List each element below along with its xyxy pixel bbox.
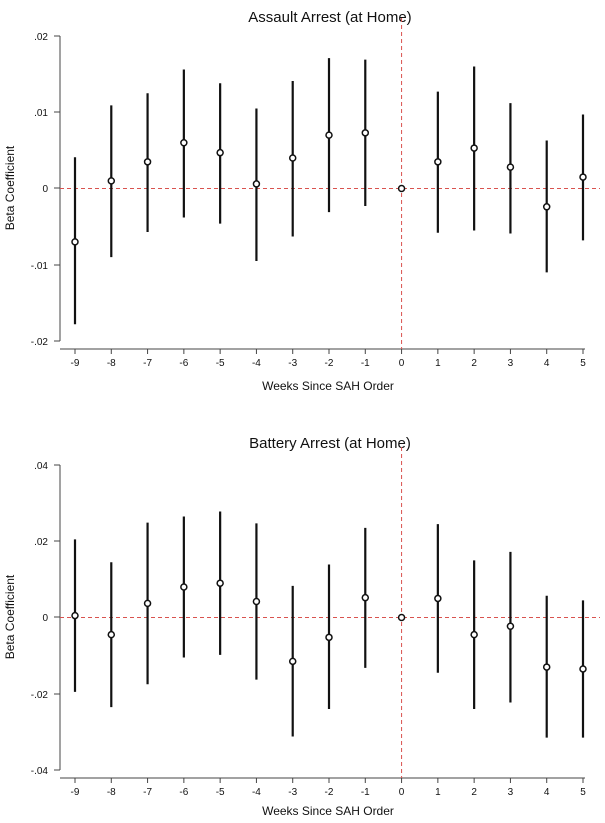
point-estimate (506, 622, 515, 631)
x-axis-label: Weeks Since SAH Order (262, 379, 394, 393)
x-tick-label: 0 (399, 787, 405, 798)
point-estimate (107, 177, 116, 185)
x-tick-label: 4 (544, 787, 550, 798)
point-estimate (288, 657, 297, 666)
point-estimate (180, 139, 188, 147)
point-estimate (71, 238, 79, 246)
y-axis-label: Beta Coefficient (3, 145, 17, 230)
x-tick-label: -9 (71, 787, 80, 798)
x-tick-label: 2 (471, 787, 477, 798)
point-estimate (180, 583, 188, 591)
x-tick-label: -1 (361, 358, 370, 369)
x-tick-label: 2 (471, 358, 477, 369)
x-tick-label: -3 (288, 787, 297, 798)
point-estimate (216, 579, 224, 587)
point-estimate (107, 630, 116, 639)
point-estimate (470, 630, 478, 639)
point-estimate (579, 173, 587, 181)
x-tick-label: -6 (179, 787, 188, 798)
point-estimate (434, 594, 442, 603)
y-tick-label: -.04 (31, 766, 49, 777)
point-estimate (397, 613, 406, 622)
x-tick-label: -5 (216, 787, 225, 798)
y-tick-label: -.01 (31, 261, 49, 272)
point-estimate (361, 129, 370, 137)
y-tick-label: .04 (34, 461, 48, 472)
x-tick-label: -5 (216, 358, 225, 369)
assault-arrest-panel: Assault Arrest (at Home) Beta Coefficien… (3, 9, 600, 393)
point-estimate (71, 611, 79, 620)
x-tick-label: 4 (544, 358, 550, 369)
y-tick-label: -.02 (31, 690, 49, 701)
x-tick-label: -6 (179, 358, 188, 369)
x-tick-label: -8 (107, 787, 116, 798)
estimates (71, 511, 587, 738)
x-tick-label: 1 (435, 787, 441, 798)
x-tick-label: -4 (252, 358, 261, 369)
x-tick-label: 3 (508, 358, 514, 369)
x-tick-label: 5 (580, 358, 586, 369)
point-estimate (434, 158, 442, 166)
battery-arrest-panel: Battery Arrest (at Home) Beta Coefficien… (3, 435, 600, 818)
point-estimate (325, 633, 333, 642)
x-axis-label: Weeks Since SAH Order (262, 804, 394, 818)
point-estimate (397, 184, 406, 193)
x-tick-label: -2 (325, 358, 334, 369)
point-estimate (542, 663, 551, 671)
point-estimate (143, 158, 152, 166)
point-estimate (470, 144, 478, 152)
point-estimate (252, 180, 261, 188)
x-tick-label: -3 (288, 358, 297, 369)
x-tick-label: -8 (107, 358, 116, 369)
point-estimate (143, 599, 152, 608)
point-estimate (542, 203, 551, 211)
point-estimate (506, 163, 515, 171)
y-tick-label: .01 (34, 108, 48, 119)
x-tick-label: -2 (325, 787, 334, 798)
chart-title: Assault Arrest (at Home) (248, 9, 411, 26)
estimates (71, 58, 587, 325)
point-estimate (252, 597, 261, 606)
y-tick-label: .02 (34, 537, 48, 548)
y-tick-label: 0 (42, 613, 48, 624)
y-tick-label: .02 (34, 32, 48, 43)
x-tick-label: 5 (580, 787, 586, 798)
point-estimate (361, 593, 370, 602)
x-tick-label: 0 (399, 358, 405, 369)
chart-title: Battery Arrest (at Home) (249, 435, 411, 452)
point-estimate (216, 148, 224, 157)
x-tick-label: 1 (435, 358, 441, 369)
point-estimate (288, 154, 297, 162)
x-ticks: -9 -8 -7 -6 -5 -4 -3 -2 -1 0 1 2 3 4 5 (71, 349, 586, 369)
y-tick-label: -.02 (31, 337, 49, 348)
point-estimate (325, 131, 333, 139)
x-tick-label: -1 (361, 787, 370, 798)
x-tick-label: -4 (252, 787, 261, 798)
x-tick-label: -9 (71, 358, 80, 369)
x-tick-label: -7 (143, 358, 152, 369)
y-tick-label: 0 (42, 184, 48, 195)
x-tick-label: -7 (143, 787, 152, 798)
point-estimate (579, 665, 587, 673)
x-tick-label: 3 (508, 787, 514, 798)
x-ticks: -9 -8 -7 -6 -5 -4 -3 -2 -1 0 1 2 3 4 5 (71, 778, 586, 798)
y-axis-label: Beta Coefficient (3, 574, 17, 659)
